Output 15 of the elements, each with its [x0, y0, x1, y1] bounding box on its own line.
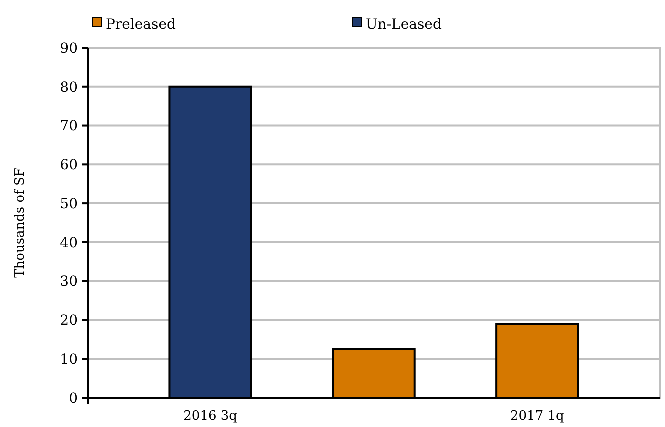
- y-tick-label: 50: [60, 196, 78, 212]
- y-tick-label: 30: [60, 274, 78, 290]
- x-tick-label: 2016 3q: [184, 409, 238, 424]
- legend-label: Un-Leased: [366, 16, 442, 33]
- y-tick-label: 70: [60, 118, 78, 135]
- y-tick-label: 40: [60, 235, 78, 252]
- legend-label: Preleased: [106, 16, 176, 33]
- y-tick-label: 0: [69, 390, 78, 407]
- y-tick-label: 80: [60, 80, 78, 96]
- y-tick-label: 60: [60, 158, 78, 174]
- y-tick-label: 20: [60, 313, 78, 330]
- y-tick-label: 10: [60, 352, 78, 368]
- x-tick-label: 2017 1q: [510, 409, 564, 424]
- y-axis-title: Thousands of SF: [13, 168, 28, 278]
- y-tick-label: 90: [60, 40, 78, 57]
